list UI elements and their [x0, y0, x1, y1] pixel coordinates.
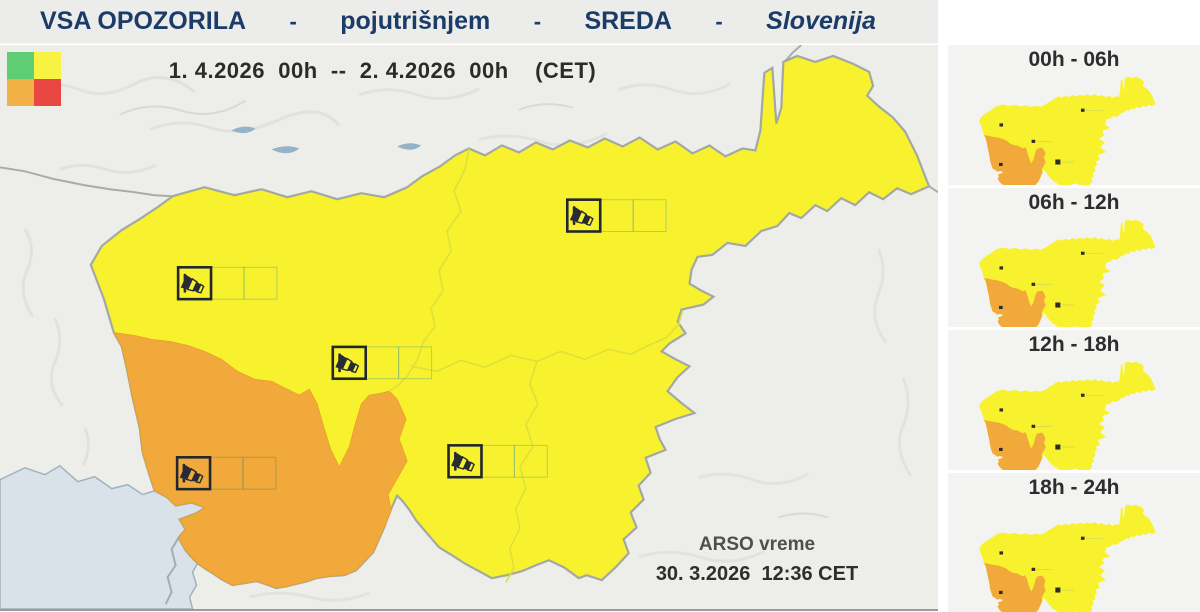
legend-orange-swatch	[7, 79, 34, 106]
warning-level-legend	[7, 52, 61, 106]
ridge-texture	[119, 99, 829, 519]
mini-map-00-06	[979, 76, 1156, 185]
slovenia-warning-map-svg	[0, 45, 938, 609]
windsock-icon	[176, 266, 278, 301]
title-separator: -	[715, 8, 723, 34]
interval-label: 18h - 24h	[1028, 475, 1120, 499]
interval-map-sidebar: 00h - 06h 06h - 12h	[948, 45, 1200, 612]
interval-panel-06-12[interactable]: 06h - 12h	[948, 187, 1200, 327]
forecast-period-label: pojutrišnjem	[340, 7, 491, 35]
interval-label: 00h - 06h	[1028, 48, 1120, 71]
windsock-icon	[331, 345, 433, 381]
legend-yellow-swatch	[34, 52, 61, 79]
interval-label: 06h - 12h	[1028, 190, 1120, 214]
interval-panel-12-18[interactable]: 12h - 18h	[948, 330, 1200, 470]
credit-issued-time: 30. 3.2026 12:36 CET	[655, 563, 859, 585]
credit-source: ARSO vreme	[698, 534, 816, 555]
title-separator: -	[533, 8, 542, 34]
windsock-icon	[175, 456, 277, 491]
interval-panel-18-24[interactable]: 18h - 24h	[948, 472, 1200, 612]
interval-label: 12h - 18h	[1028, 333, 1120, 356]
mini-map-18-24	[979, 504, 1156, 612]
forecast-day-label: SREDA	[584, 7, 672, 35]
map-credit: ARSO vreme 30. 3.2026 12:36 CET	[612, 531, 902, 589]
lakes	[231, 126, 422, 154]
interval-panel-00-06[interactable]: 00h - 06h	[948, 45, 1200, 185]
validity-range-label: 1. 4.2026 00h -- 2. 4.2026 00h (CET)	[168, 58, 597, 83]
title-bar: VSA OPOZORILA - pojutrišnjem - SREDA - S…	[0, 0, 938, 44]
legend-red-swatch	[34, 79, 61, 106]
page-title: VSA OPOZORILA	[40, 7, 247, 35]
title-separator: -	[289, 8, 297, 34]
warning-map: 1. 4.2026 00h -- 2. 4.2026 00h (CET) ARS…	[0, 45, 938, 611]
wind-warning-icons	[175, 198, 667, 491]
windsock-icon	[565, 198, 667, 233]
legend-green-swatch	[7, 52, 34, 79]
windsock-icon	[447, 444, 548, 479]
country-borders	[0, 45, 938, 605]
mini-map-12-18	[979, 361, 1156, 470]
region-label: Slovenija	[766, 7, 876, 35]
mini-map-06-12	[979, 219, 1156, 327]
